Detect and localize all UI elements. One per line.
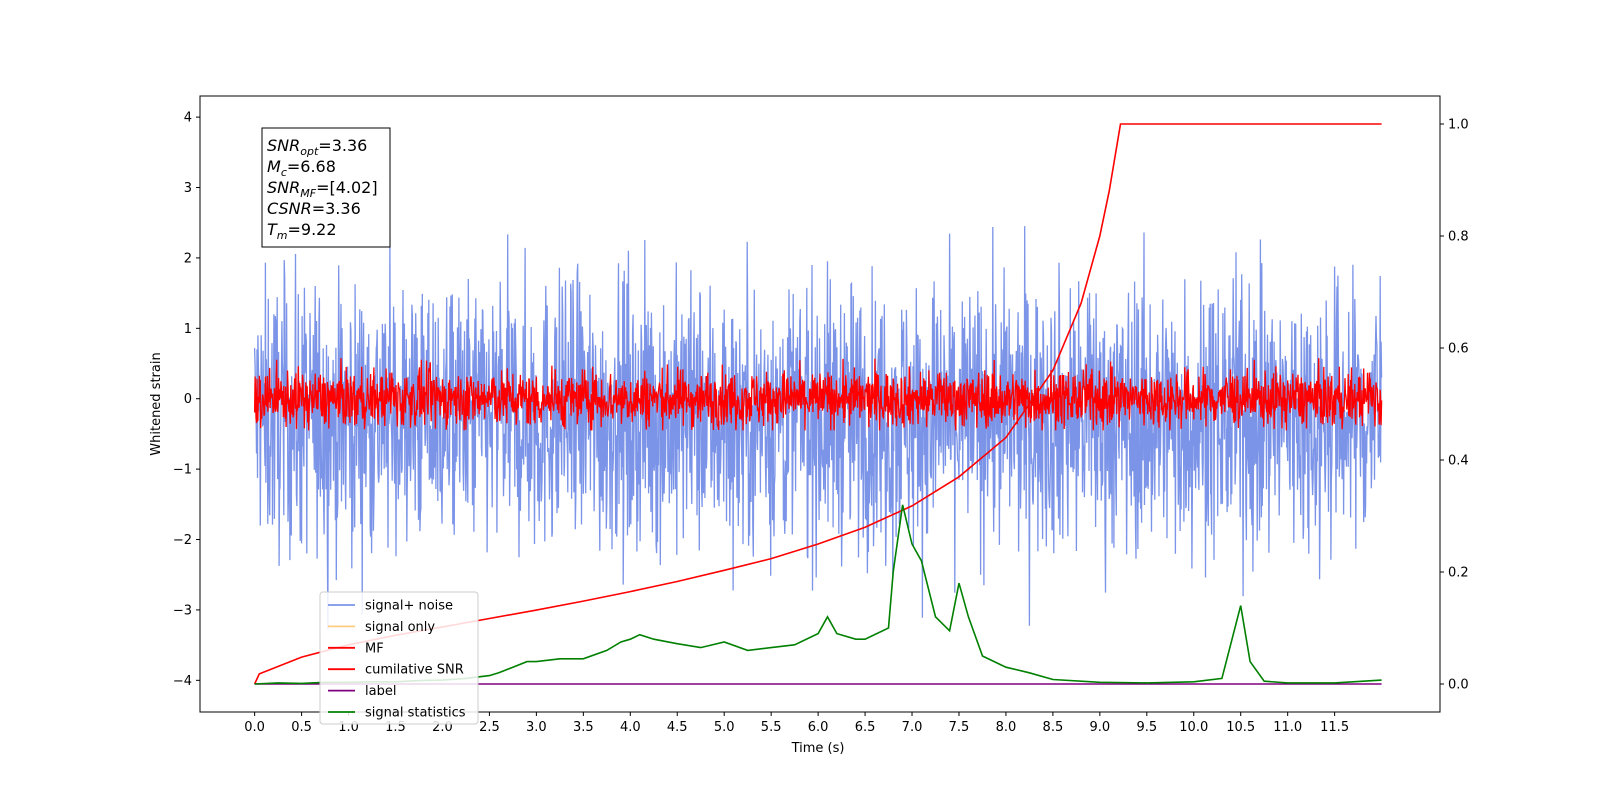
x-tick-label-5: 2.5 [479,720,500,735]
annotation-line-2: SNRMF=[4.02] [267,178,378,200]
x-tick-label-17: 8.5 [1043,720,1064,735]
x-tick-label-12: 6.0 [808,720,829,735]
y-axis-label: Whitened strain [149,352,164,455]
x-axis-label: Time (s) [791,741,845,756]
x-tick-label-21: 10.5 [1226,720,1255,735]
y2-tick-label-4: 0.8 [1448,230,1469,245]
annotation-frame [261,127,391,248]
x-tick-label-18: 9.0 [1090,720,1111,735]
x-tick-label-6: 3.0 [526,720,547,735]
legend-label-5: signal statistics [365,706,466,721]
axes-layer: 0.0 0.5 1.0 1.5 2.0 2.5 3.0 3.5 4.0 4.5 5.0 5.5 6.0 6… [173,111,1469,735]
x-tick-label-13: 6.5 [855,720,876,735]
y2-tick-label-3: 0.6 [1448,342,1469,357]
x-tick-label-11: 5.5 [761,720,782,735]
x-tick-label-8: 4.0 [620,720,641,735]
y2-tick-label-1: 0.2 [1448,566,1469,581]
series-mf [253,358,1383,431]
y2-tick-label-0: 0.0 [1448,678,1469,693]
x-tick-label-15: 7.5 [949,720,970,735]
y2-tick-label-5: 1.0 [1448,118,1469,133]
y-tick-label-2: −2 [173,533,192,548]
annotation-line-4: Tm=9.22 [267,220,337,242]
legend-frame [319,591,479,725]
y-tick-label-8: 4 [184,111,192,126]
y-tick-label-5: 1 [184,322,192,337]
y-tick-label-6: 2 [184,251,192,266]
y-tick-label-0: −4 [173,674,192,689]
legend-label-0: signal+ noise [365,599,453,614]
y2-tick-label-2: 0.4 [1448,454,1469,469]
x-tick-label-10: 5.0 [714,720,735,735]
annotation-line-0: SNRopt=3.36 [267,136,367,158]
annotation-line-3: CSNR=3.36 [267,199,361,218]
x-tick-label-23: 11.5 [1320,720,1349,735]
x-tick-label-0: 0.0 [244,720,265,735]
y-tick-label-7: 3 [184,181,192,196]
x-tick-label-1: 0.5 [291,720,312,735]
legend-label-1: signal only [365,620,435,635]
x-tick-label-22: 11.0 [1273,720,1302,735]
legend-label-4: label [365,684,396,699]
y-tick-label-4: 0 [184,392,192,407]
x-tick-label-19: 9.5 [1136,720,1157,735]
plot-frame [199,95,1441,713]
legend-label-3: cumilative SNR [365,663,464,678]
x-tick-label-9: 4.5 [667,720,688,735]
x-tick-label-20: 10.0 [1179,720,1208,735]
x-tick-label-14: 7.0 [902,720,923,735]
x-tick-label-16: 8.0 [996,720,1017,735]
y-tick-label-1: −3 [173,603,192,618]
x-tick-label-7: 3.5 [573,720,594,735]
annotation-line-1: Mc=6.68 [267,157,336,179]
legend: signal+ noise signal only MF cumilative SNR… [319,591,479,725]
legend-label-2: MF [365,641,384,656]
y-tick-label-3: −1 [173,463,192,478]
